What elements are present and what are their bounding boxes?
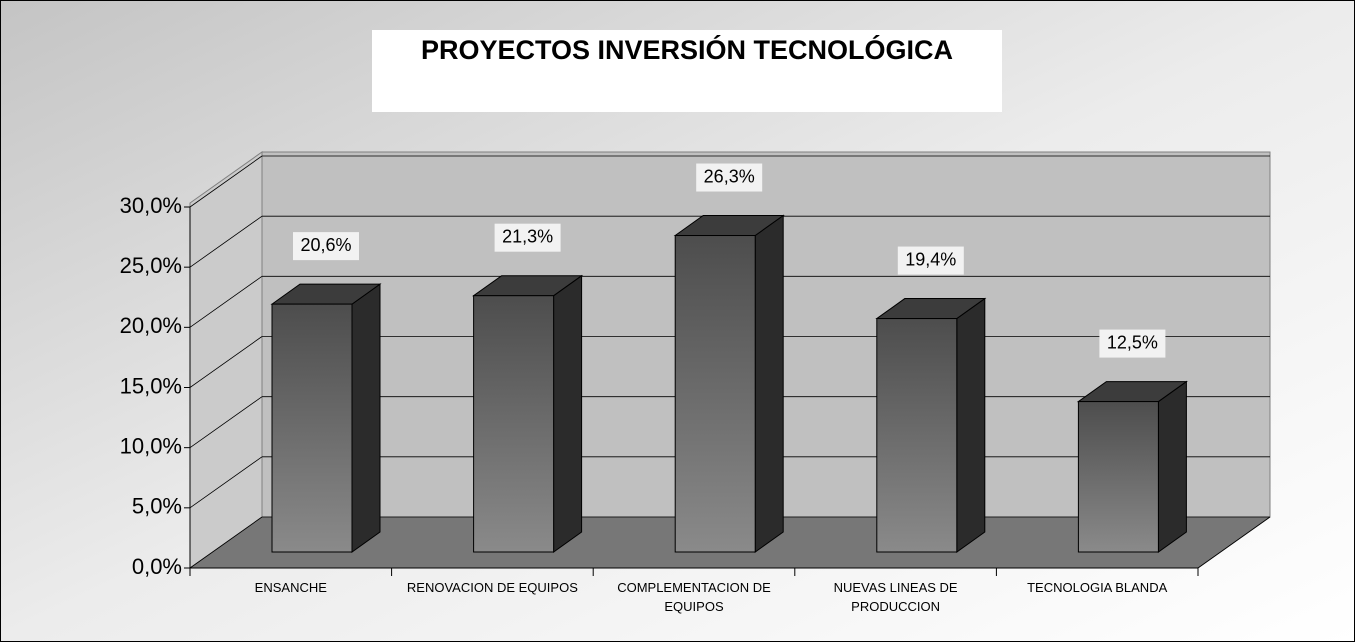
bar: [1077, 401, 1159, 553]
x-tick-label: RENOVACION DE EQUIPOS: [406, 580, 578, 595]
x-tick-label: ENSANCHE: [254, 580, 327, 595]
y-tick-label: 5,0%: [132, 494, 182, 519]
side-grid-line: [189, 215, 263, 268]
data-label: 21,3%: [502, 226, 553, 246]
data-label-box: [897, 246, 964, 275]
side-grid-line: [189, 516, 263, 569]
y-tick-label: 0,0%: [132, 554, 182, 579]
y-tick-label: 30,0%: [120, 193, 182, 218]
floor-edge: [1197, 516, 1271, 569]
title-box: [372, 30, 1002, 112]
data-label-box: [494, 223, 561, 252]
y-tick-label: 10,0%: [120, 433, 182, 458]
side-wall: [189, 151, 263, 569]
side-grid-line: [189, 456, 263, 509]
bar-side: [1157, 380, 1187, 553]
chart-title: PROYECTOS INVERSIÓN TECNOLÓGICA: [421, 34, 953, 65]
bar: [674, 235, 756, 553]
bar-side: [553, 274, 583, 553]
data-label: 20,6%: [300, 235, 351, 255]
data-label: 19,4%: [905, 249, 956, 269]
side-grid-line: [189, 276, 263, 328]
x-tick-label: COMPLEMENTACION DE EQUIPOS: [617, 580, 771, 614]
side-grid-line: [189, 155, 263, 208]
bar: [271, 303, 353, 553]
data-label-box: [293, 232, 359, 261]
data-label: 26,3%: [704, 166, 755, 186]
bar-side: [351, 283, 381, 553]
bar-side: [754, 214, 784, 553]
data-label: 12,5%: [1107, 332, 1158, 352]
y-tick-label: 25,0%: [120, 253, 182, 278]
side-grid-line: [189, 336, 263, 388]
y-tick-label: 15,0%: [120, 373, 182, 398]
bar-side: [956, 297, 986, 553]
y-tick-label: 20,0%: [120, 313, 182, 338]
bar: [473, 295, 555, 553]
side-grid-line: [189, 396, 263, 448]
data-label-box: [696, 163, 763, 192]
x-tick-label: TECNOLOGIA BLANDA: [1027, 580, 1168, 595]
bar: [876, 318, 958, 553]
x-tick-label: NUEVAS LINEAS DE PRODUCCION: [833, 580, 958, 614]
data-label-box: [1099, 329, 1166, 358]
